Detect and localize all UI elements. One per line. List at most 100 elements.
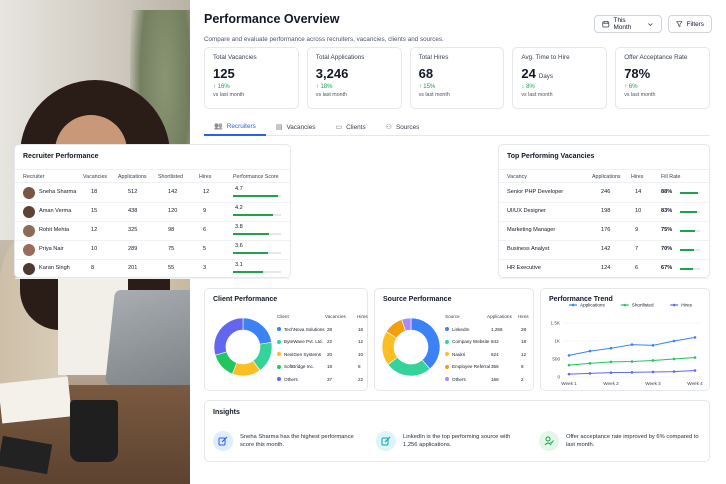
vacancy-applications: 142 xyxy=(601,246,611,252)
list-item[interactable]: ByteWave Pvt. Ltd. 22 12 xyxy=(277,337,367,347)
kpi-change-value: 6% xyxy=(628,84,638,90)
column-header: Shortlisted xyxy=(158,174,184,180)
column-header: Applications xyxy=(118,174,147,180)
table-row[interactable]: Marketing Manager 176 9 75% xyxy=(499,222,709,241)
column-header: Applications xyxy=(592,174,621,180)
vacancy-name: Marketing Manager xyxy=(507,227,556,233)
vacancy-fill-rate: 83% xyxy=(661,208,673,214)
data-point xyxy=(672,339,676,343)
insight-item: LinkedIn is the top performing source wi… xyxy=(376,427,526,455)
score-bar-track xyxy=(233,214,281,216)
tab-clients[interactable]: ▭ Clients xyxy=(325,118,375,136)
insight-text: Sneha Sharma has the highest performance… xyxy=(240,433,354,448)
recruiter-name: Aman Verma xyxy=(39,208,72,214)
kpi-change-value: 15% xyxy=(423,84,436,90)
data-point xyxy=(693,369,697,372)
tab-vacancies[interactable]: ▤ Vacancies xyxy=(266,118,326,136)
data-point xyxy=(651,359,655,362)
legend-marker xyxy=(623,303,627,307)
source-donut-chart xyxy=(381,317,441,377)
fill-rate-bar-fill xyxy=(680,192,698,194)
list-item[interactable]: TechNova Solutions 28 16 xyxy=(277,324,367,334)
table-row[interactable]: Senior PHP Developer 246 14 88% xyxy=(499,184,709,203)
tab-label: Clients xyxy=(346,123,366,131)
tab-sources[interactable]: ⚇ Sources xyxy=(376,118,430,136)
vacancy-hires: 9 xyxy=(635,227,639,233)
legend-label: Hires xyxy=(681,303,692,308)
client-hires: 8 xyxy=(358,364,361,369)
kpi-value: 3,246 xyxy=(316,66,393,81)
kpi-value: 78% xyxy=(624,66,701,81)
data-point xyxy=(609,360,613,364)
table-row[interactable]: UI/UX Designer 198 10 83% xyxy=(499,203,709,222)
recruiter-vacancies: 10 xyxy=(91,246,98,252)
recruiter-shortlisted: 75 xyxy=(168,246,175,252)
insight-text: Offer acceptance rate improved by 6% com… xyxy=(566,433,699,448)
recruiter-shortlisted: 55 xyxy=(168,265,175,271)
tab-label: Vacancies xyxy=(286,123,316,131)
edit-icon-glyph xyxy=(218,436,228,446)
list-item[interactable]: Others 168 2 xyxy=(445,374,533,384)
data-point xyxy=(651,344,655,347)
client-hires: 22 xyxy=(358,376,364,382)
recruiter-vacancies: 15 xyxy=(91,208,98,214)
arrow-up-icon: ↑ xyxy=(213,84,218,90)
table-row[interactable]: Rohit Mehta 12 325 98 6 3.8 xyxy=(15,222,290,241)
source-name: LinkedIn xyxy=(452,326,470,332)
kpi-change: ↓ 8% xyxy=(521,84,598,90)
vacancy-hires: 7 xyxy=(635,246,639,252)
insights-card: Insights Sneha Sharma has the highest pe… xyxy=(204,400,710,462)
legend-marker xyxy=(672,303,676,307)
series-line-applications xyxy=(568,336,696,356)
vacancy-applications: 198 xyxy=(601,208,611,214)
vacancy-applications: 124 xyxy=(601,265,611,271)
clipboard-icon: ▤ xyxy=(275,124,283,131)
donut-slice xyxy=(242,317,272,345)
photo-notebook xyxy=(0,376,72,424)
source-applications: 624 xyxy=(491,351,499,357)
list-item[interactable]: Company Website 842 18 xyxy=(445,337,533,347)
list-item[interactable]: NextGen Systems 20 10 xyxy=(277,349,367,359)
list-item[interactable]: SoftBridge Inc. 18 8 xyxy=(277,362,367,372)
data-point xyxy=(609,371,613,374)
column-header: Hires xyxy=(518,314,529,319)
table-row[interactable]: Aman Verma 15 438 120 9 4.2 xyxy=(15,203,290,222)
data-point xyxy=(588,372,592,375)
source-hires: 28 xyxy=(521,326,527,332)
photo-mug xyxy=(70,400,118,462)
source-hires: 8 xyxy=(521,364,524,369)
table-row[interactable]: Business Analyst 142 7 70% xyxy=(499,241,709,260)
source-hires: 12 xyxy=(521,351,527,357)
table-row[interactable]: HR Executive 124 6 67% xyxy=(499,260,709,279)
column-header: Client xyxy=(277,314,289,319)
page-header: Performance Overview Compare and evaluat… xyxy=(204,10,712,50)
vacancy-name: Senior PHP Developer xyxy=(507,189,564,195)
table-row[interactable]: Priya Nair 10 289 75 5 3.6 xyxy=(15,241,290,260)
list-item[interactable]: Employee Referral 356 8 xyxy=(445,362,533,372)
data-point xyxy=(672,370,676,373)
legend-dot xyxy=(445,377,449,381)
list-item[interactable]: LinkedIn 1,256 28 xyxy=(445,324,533,334)
y-tick-label: 0 xyxy=(557,375,560,380)
avatar xyxy=(23,225,35,237)
tab-recruiters[interactable]: 👥 Recruiters xyxy=(204,118,266,136)
edit-icon-pen xyxy=(384,436,391,443)
legend-dot xyxy=(277,352,281,356)
filters-button[interactable]: Filters xyxy=(668,15,712,33)
briefcase-icon: ▭ xyxy=(335,124,343,131)
list-item[interactable]: Naukri 624 12 xyxy=(445,349,533,359)
table-row[interactable]: Karan Singh 8 201 55 3 3.1 xyxy=(15,260,290,279)
kpi-card: Offer Acceptance Rate 78% ↑ 6% vs last mont… xyxy=(615,47,710,109)
list-item[interactable]: Others 37 22 xyxy=(277,374,367,384)
fill-rate-bar-track xyxy=(680,192,700,194)
edit-icon xyxy=(376,431,396,451)
client-name: SoftBridge Inc. xyxy=(284,364,315,369)
recruiter-table-header: Recruiter Vacancies Applications Shortliste… xyxy=(15,169,290,183)
period-select[interactable]: This Month xyxy=(594,15,662,33)
source-applications: 1,256 xyxy=(491,326,503,332)
kpi-change: ↑ 15% xyxy=(419,84,496,90)
kpi-label: Offer Acceptance Rate xyxy=(624,54,688,61)
table-row[interactable]: Sneha Sharma 18 512 142 12 4.7 xyxy=(15,184,290,203)
edit-icon xyxy=(213,431,233,451)
vacancy-fill-rate: 75% xyxy=(661,227,673,233)
